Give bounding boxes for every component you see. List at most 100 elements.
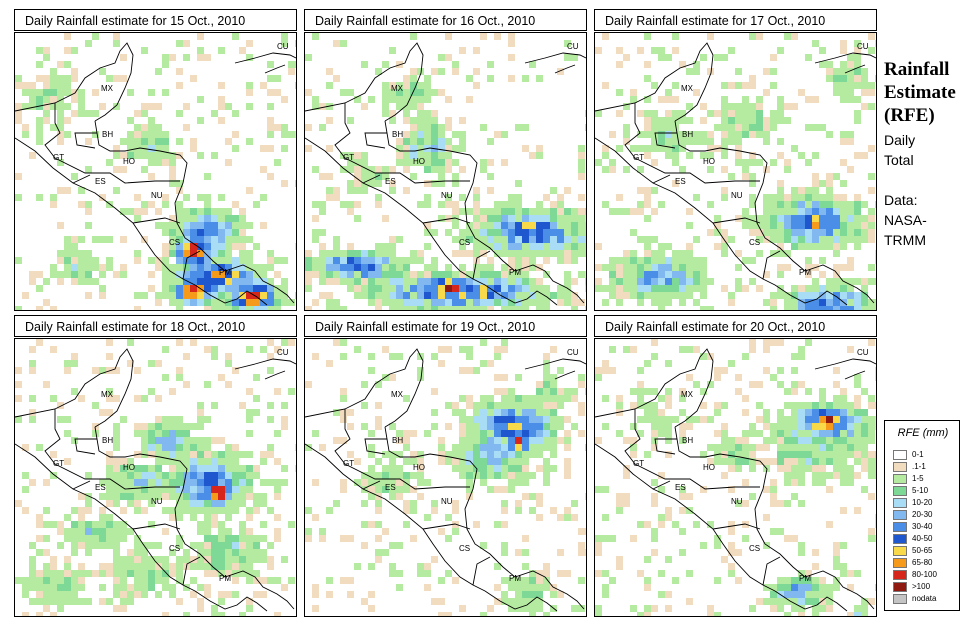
rain-cell <box>721 131 728 138</box>
rain-cell <box>71 598 78 605</box>
rain-cell <box>522 243 529 250</box>
rain-cell <box>728 124 735 131</box>
rain-cell <box>480 264 487 271</box>
rain-cell <box>78 278 85 285</box>
rain-cell <box>64 514 71 521</box>
rain-cell <box>424 264 431 271</box>
rain-cell <box>707 201 714 208</box>
rain-cell <box>162 577 169 584</box>
rain-cell <box>707 605 714 612</box>
rain-cell <box>508 402 515 409</box>
rain-cell <box>571 236 578 243</box>
rain-cell <box>487 444 494 451</box>
rain-cell <box>267 542 274 549</box>
rain-cell <box>658 250 665 257</box>
rain-cell <box>459 264 466 271</box>
rain-cell <box>665 395 672 402</box>
rain-cell <box>494 437 501 444</box>
rain-cell <box>735 82 742 89</box>
rain-cell <box>679 346 686 353</box>
rain-cell <box>260 549 267 556</box>
rain-cell <box>183 353 190 360</box>
rain-cell <box>312 430 319 437</box>
rain-cell <box>749 493 756 500</box>
rain-cell <box>494 486 501 493</box>
rain-cell <box>854 409 861 416</box>
rain-cell <box>707 381 714 388</box>
rain-cell <box>190 458 197 465</box>
rain-cell <box>480 250 487 257</box>
rain-cell <box>623 292 630 299</box>
rain-cell <box>644 194 651 201</box>
rain-cell <box>543 250 550 257</box>
rain-cell <box>85 257 92 264</box>
rain-cell <box>522 250 529 257</box>
rain-cell <box>260 458 267 465</box>
rain-cell <box>721 556 728 563</box>
rain-cell <box>396 257 403 264</box>
rain-cell <box>29 584 36 591</box>
rain-cell <box>466 423 473 430</box>
rain-cell <box>424 292 431 299</box>
rain-cell <box>452 271 459 278</box>
rain-cell <box>225 514 232 521</box>
rain-cell <box>239 500 246 507</box>
rain-cell <box>854 243 861 250</box>
rain-cell <box>875 451 876 458</box>
rain-cell <box>375 166 382 173</box>
rain-cell <box>127 556 134 563</box>
rain-cell <box>92 367 99 374</box>
rain-cell <box>85 271 92 278</box>
rain-cell <box>417 159 424 166</box>
rain-cell <box>375 416 382 423</box>
rain-cell <box>651 437 658 444</box>
rain-cell <box>833 584 840 591</box>
rain-cell <box>686 271 693 278</box>
rain-cell <box>501 339 508 346</box>
rain-cell <box>64 89 71 96</box>
rain-cell <box>665 131 672 138</box>
rain-cell <box>281 402 288 409</box>
rain-cell <box>658 271 665 278</box>
period-line: Total <box>884 152 914 168</box>
rain-cell <box>707 138 714 145</box>
legend-item: 10-20 <box>893 497 932 508</box>
rain-cell <box>466 472 473 479</box>
rain-cell <box>487 409 494 416</box>
rainfall-map: MX CU BH GT HO ES NU CS PM <box>304 32 587 311</box>
rain-cell <box>756 250 763 257</box>
rain-cell <box>431 264 438 271</box>
rain-cell <box>515 278 522 285</box>
rain-cell <box>550 451 557 458</box>
rain-cell <box>487 402 494 409</box>
rain-cell <box>368 250 375 257</box>
rain-cell <box>36 339 43 346</box>
rain-cell <box>305 54 312 61</box>
rain-cell <box>452 131 459 138</box>
rain-cell <box>375 458 382 465</box>
rain-cell <box>361 187 368 194</box>
rain-cell <box>410 173 417 180</box>
rain-cell <box>602 264 609 271</box>
rain-cell <box>162 159 169 166</box>
rain-cell <box>36 194 43 201</box>
rain-cell <box>459 208 466 215</box>
rain-cell <box>417 152 424 159</box>
rain-cell <box>85 598 92 605</box>
rain-cell <box>473 68 480 75</box>
rain-cell <box>431 138 438 145</box>
rain-cell <box>508 306 515 310</box>
rain-cell <box>616 292 623 299</box>
rain-cell <box>43 521 50 528</box>
rain-cell <box>840 395 847 402</box>
rain-cell <box>148 201 155 208</box>
rain-cell <box>225 138 232 145</box>
rain-cell <box>707 68 714 75</box>
rain-cell <box>665 243 672 250</box>
rain-cell <box>218 598 225 605</box>
rain-cell <box>375 257 382 264</box>
rain-cell <box>190 243 197 250</box>
rain-cell <box>714 535 721 542</box>
rain-cell <box>714 409 721 416</box>
rain-cell <box>777 437 784 444</box>
